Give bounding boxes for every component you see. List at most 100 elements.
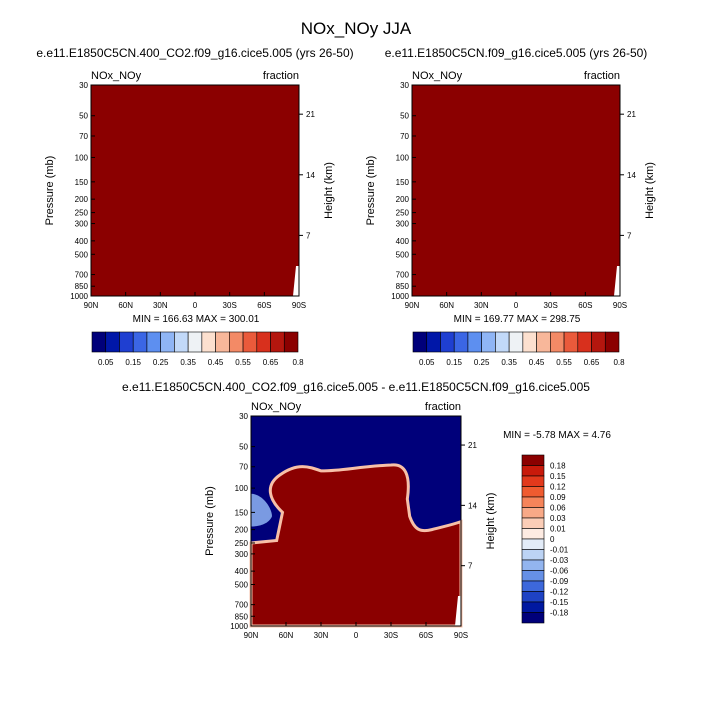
plot-field <box>249 463 463 628</box>
y-tick-label: 400 <box>396 237 410 246</box>
colorbar-swatch <box>119 331 134 353</box>
colorbar-label: 0.45 <box>208 358 224 367</box>
panel-title: e.e11.E1850C5CN.400_CO2.f09_g16.cice5.00… <box>36 46 353 60</box>
colorbar-swatch <box>521 601 545 613</box>
y-tick-label: 50 <box>79 112 88 121</box>
colorbar-label: 0.65 <box>584 358 600 367</box>
plot-fringe <box>251 493 272 527</box>
y-tick-label: 300 <box>396 220 410 229</box>
colorbar-swatch <box>604 331 620 353</box>
terrain-mask <box>255 266 299 296</box>
colorbar-swatch <box>563 331 579 353</box>
colorbar-swatch <box>440 331 455 353</box>
y2-tick-label: 7 <box>627 231 632 240</box>
colorbar-swatch <box>242 331 258 353</box>
y-tick-label: 100 <box>235 484 249 493</box>
colorbar-label: 0.03 <box>550 514 566 523</box>
x-tick-label: 90S <box>292 301 306 310</box>
y-tick-label: 150 <box>396 178 410 187</box>
colorbar-label: 0.45 <box>529 358 545 367</box>
y-tick-label: 30 <box>400 81 409 90</box>
x-tick-label: 90S <box>613 301 627 310</box>
panel-left-label: NOx_NOy <box>412 70 463 82</box>
panel-title: e.e11.E1850C5CN.400_CO2.f09_g16.cice5.00… <box>122 380 590 394</box>
colorbar-swatch <box>521 528 545 540</box>
colorbar-swatch <box>521 612 545 624</box>
y-tick-label: 500 <box>235 580 249 589</box>
y-tick-label: 250 <box>396 209 410 218</box>
y-axis-label: Pressure (mb) <box>365 156 377 226</box>
colorbar-label: -0.18 <box>550 609 569 618</box>
y2-tick-label: 21 <box>468 441 477 450</box>
x-tick-label: 30S <box>544 301 558 310</box>
y2-axis-label: Height (km) <box>323 162 335 219</box>
y-tick-label: 1000 <box>230 622 248 631</box>
colorbar-label: 0.35 <box>501 358 517 367</box>
colorbar-swatch <box>215 331 230 353</box>
x-tick-label: 60S <box>578 301 592 310</box>
colorbar-label: -0.12 <box>550 588 569 597</box>
terrain-mask <box>421 596 461 626</box>
colorbar-swatch <box>453 331 469 353</box>
panel-right-label: fraction <box>263 70 299 82</box>
colorbar-swatch <box>521 486 545 498</box>
colorbar-label: -0.09 <box>550 577 569 586</box>
colorbar-swatch <box>521 496 545 508</box>
colorbar-swatch <box>577 331 592 353</box>
colorbar-label: 0.55 <box>235 358 251 367</box>
y-axis-label: Pressure (mb) <box>44 156 56 226</box>
x-tick-label: 0 <box>514 301 519 310</box>
colorbar-label: -0.15 <box>550 598 569 607</box>
colorbar-swatch <box>174 331 189 353</box>
colorbar-label: -0.03 <box>550 556 569 565</box>
colorbar-label: 0.05 <box>98 358 114 367</box>
colorbar-label: 0 <box>550 535 555 544</box>
y-tick-label: 850 <box>396 282 410 291</box>
y-tick-label: 200 <box>235 526 249 535</box>
x-tick-label: 90N <box>405 301 420 310</box>
colorbar-swatch <box>521 517 545 529</box>
y-tick-label: 50 <box>400 112 409 121</box>
colorbar-swatch <box>91 331 107 353</box>
x-tick-label: 90S <box>454 631 468 640</box>
x-tick-label: 30N <box>474 301 489 310</box>
colorbar-swatch <box>256 331 271 353</box>
colorbar-label: -0.06 <box>550 567 569 576</box>
y2-tick-label: 21 <box>306 110 315 119</box>
y-tick-label: 70 <box>239 463 248 472</box>
y-tick-label: 200 <box>396 195 410 204</box>
y2-tick-label: 14 <box>306 171 315 180</box>
panel-title: e.e11.E1850C5CN.f09_g16.cice5.005 (yrs 2… <box>385 46 648 60</box>
y2-tick-label: 7 <box>468 562 473 571</box>
colorbar-label: 0.15 <box>550 472 566 481</box>
colorbar-label: -0.01 <box>550 546 569 555</box>
colorbar-label: 0.05 <box>419 358 435 367</box>
panel-right-label: fraction <box>425 401 461 413</box>
panel-stats: MIN = -5.78 MAX = 4.76 <box>503 430 611 441</box>
colorbar-swatch <box>521 454 545 466</box>
x-tick-label: 30N <box>153 301 168 310</box>
y-tick-label: 200 <box>75 195 89 204</box>
panel-stats: MIN = 169.77 MAX = 298.75 <box>454 314 581 325</box>
terrain-mask <box>576 266 620 296</box>
colorbar-swatch <box>495 331 510 353</box>
y-tick-label: 70 <box>400 132 409 141</box>
y-tick-label: 300 <box>235 550 249 559</box>
y-axis-label: Pressure (mb) <box>204 486 216 556</box>
colorbar-label: 0.8 <box>613 358 625 367</box>
colorbar-label: 0.12 <box>550 483 566 492</box>
y-tick-label: 850 <box>75 282 89 291</box>
y-tick-label: 250 <box>235 539 249 548</box>
colorbar-swatch <box>201 331 216 353</box>
panel-left-label: NOx_NOy <box>91 70 142 82</box>
colorbar-swatch <box>481 331 496 353</box>
x-tick-label: 90N <box>84 301 99 310</box>
y-tick-label: 70 <box>79 132 88 141</box>
plot-field <box>412 85 620 296</box>
page-title: NOx_NOy JJA <box>301 19 412 38</box>
colorbar-label: 0.55 <box>556 358 572 367</box>
colorbar-swatch <box>522 331 537 353</box>
colorbar-label: 0.35 <box>180 358 196 367</box>
colorbar-swatch <box>132 331 148 353</box>
colorbar-swatch <box>467 331 482 353</box>
